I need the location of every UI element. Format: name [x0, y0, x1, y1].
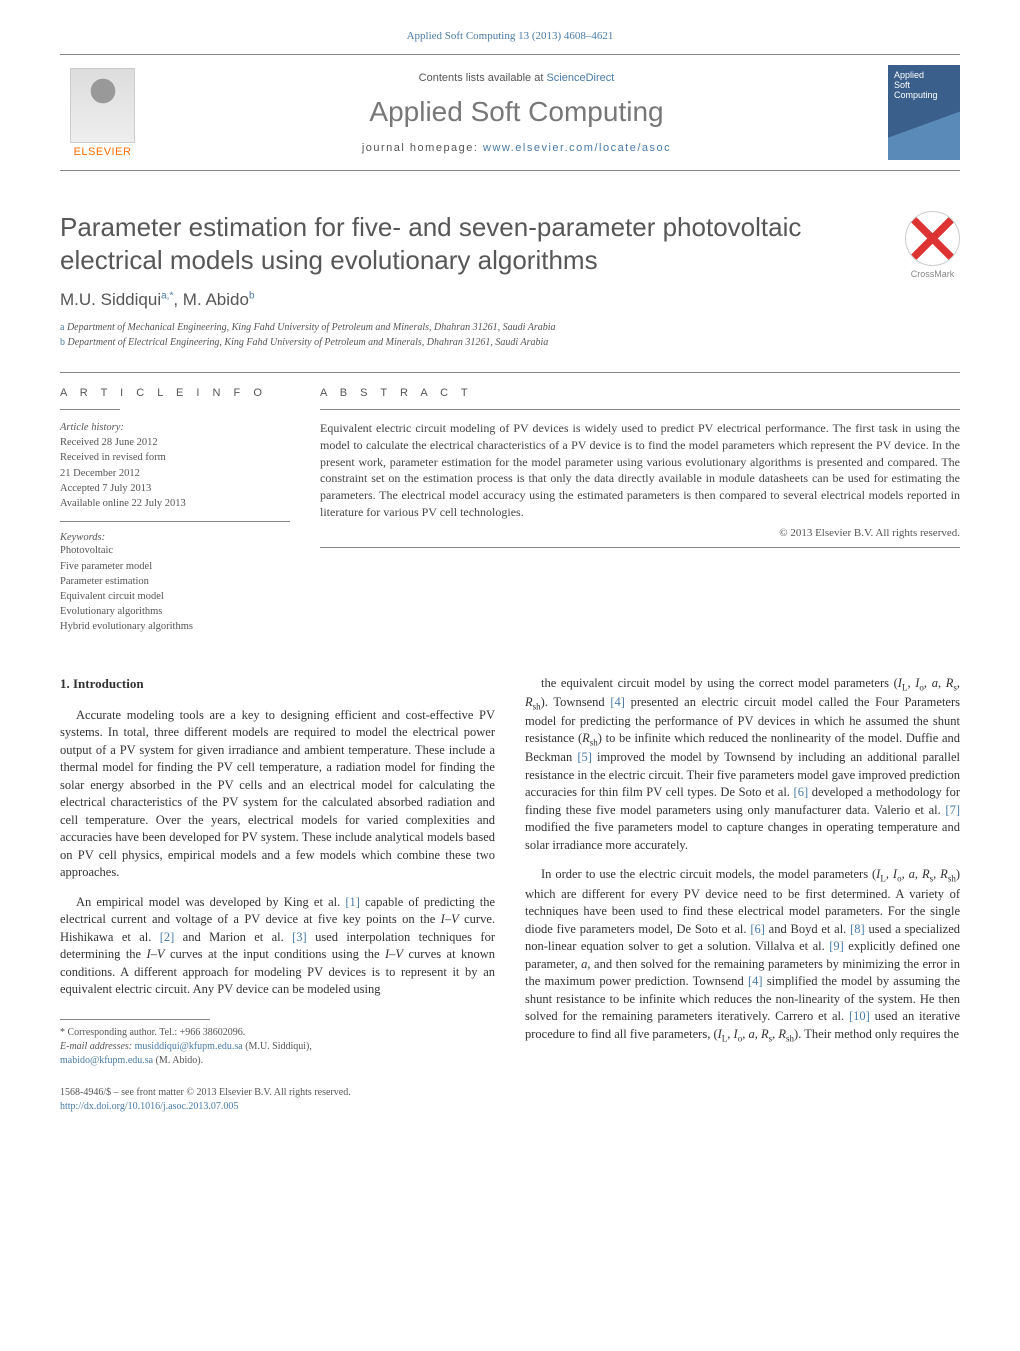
affiliations: a Department of Mechanical Engineering, … — [60, 320, 960, 350]
ref-6[interactable]: [6] — [794, 785, 809, 799]
affiliation-b: b Department of Electrical Engineering, … — [60, 335, 960, 350]
intro-p2: An empirical model was developed by King… — [60, 894, 495, 999]
affiliation-a: a Department of Mechanical Engineering, … — [60, 320, 960, 335]
ref-7[interactable]: [7] — [945, 803, 960, 817]
ref-10[interactable]: [10] — [849, 1009, 870, 1023]
journal-homepage-line: journal homepage: www.elsevier.com/locat… — [145, 142, 888, 154]
ref-9[interactable]: [9] — [829, 939, 844, 953]
running-head: Applied Soft Computing 13 (2013) 4608–46… — [60, 30, 960, 42]
ref-5[interactable]: [5] — [577, 750, 592, 764]
intro-p4: In order to use the electric circuit mod… — [525, 866, 960, 1044]
ref-4b[interactable]: [4] — [748, 974, 763, 988]
elsevier-tree-icon — [70, 68, 135, 143]
email-2[interactable]: mabido@kfupm.edu.sa — [60, 1055, 153, 1066]
contents-list-line: Contents lists available at ScienceDirec… — [145, 72, 888, 84]
ref-8[interactable]: [8] — [850, 922, 865, 936]
intro-p3: the equivalent circuit model by using th… — [525, 675, 960, 855]
ref-1[interactable]: [1] — [345, 895, 360, 909]
info-abstract-block: A R T I C L E I N F O Article history: R… — [60, 372, 960, 635]
front-matter-line: 1568-4946/$ – see front matter © 2013 El… — [60, 1086, 495, 1114]
ref-4[interactable]: [4] — [610, 695, 625, 709]
email-1[interactable]: musiddiqui@kfupm.edu.sa — [135, 1041, 243, 1052]
crossmark-badge[interactable]: CrossMark — [905, 211, 960, 279]
abstract-copyright: © 2013 Elsevier B.V. All rights reserved… — [320, 527, 960, 539]
doi-link[interactable]: http://dx.doi.org/10.1016/j.asoc.2013.07… — [60, 1101, 238, 1112]
abstract-text: Equivalent electric circuit modeling of … — [320, 420, 960, 521]
body-col-right: the equivalent circuit model by using th… — [525, 675, 960, 1114]
masthead: ELSEVIER Contents lists available at Sci… — [60, 54, 960, 171]
cover-text: AppliedSoftComputing — [894, 71, 938, 101]
abstract-heading: A B S T R A C T — [320, 387, 960, 399]
article-history: Article history: Received 28 June 2012 R… — [60, 420, 290, 522]
author-list: M.U. Siddiquia,*, M. Abidob — [60, 290, 960, 310]
ref-3[interactable]: [3] — [292, 930, 307, 944]
body-text: 1. Introduction Accurate modeling tools … — [60, 675, 960, 1114]
journal-title: Applied Soft Computing — [145, 96, 888, 128]
journal-homepage-link[interactable]: www.elsevier.com/locate/asoc — [483, 142, 671, 154]
article-info-heading: A R T I C L E I N F O — [60, 387, 290, 399]
footnotes: * Corresponding author. Tel.: +966 38602… — [60, 1026, 495, 1068]
article-title: Parameter estimation for five- and seven… — [60, 211, 885, 276]
ref-2[interactable]: [2] — [160, 930, 175, 944]
publisher-logo: ELSEVIER — [60, 68, 145, 158]
keywords-block: Keywords: Photovoltaic Five parameter mo… — [60, 532, 290, 634]
body-col-left: 1. Introduction Accurate modeling tools … — [60, 675, 495, 1114]
article-info-column: A R T I C L E I N F O Article history: R… — [60, 373, 290, 635]
publisher-label: ELSEVIER — [60, 146, 145, 158]
corresponding-author: * Corresponding author. Tel.: +966 38602… — [60, 1026, 495, 1040]
crossmark-icon — [905, 211, 960, 266]
section-1-heading: 1. Introduction — [60, 675, 495, 693]
journal-cover-thumb: AppliedSoftComputing — [888, 65, 960, 160]
intro-p1: Accurate modeling tools are a key to des… — [60, 707, 495, 882]
abstract-column: A B S T R A C T Equivalent electric circ… — [320, 373, 960, 635]
sciencedirect-link[interactable]: ScienceDirect — [546, 72, 614, 84]
ref-6b[interactable]: [6] — [750, 922, 765, 936]
email-addresses: E-mail addresses: musiddiqui@kfupm.edu.s… — [60, 1040, 495, 1068]
